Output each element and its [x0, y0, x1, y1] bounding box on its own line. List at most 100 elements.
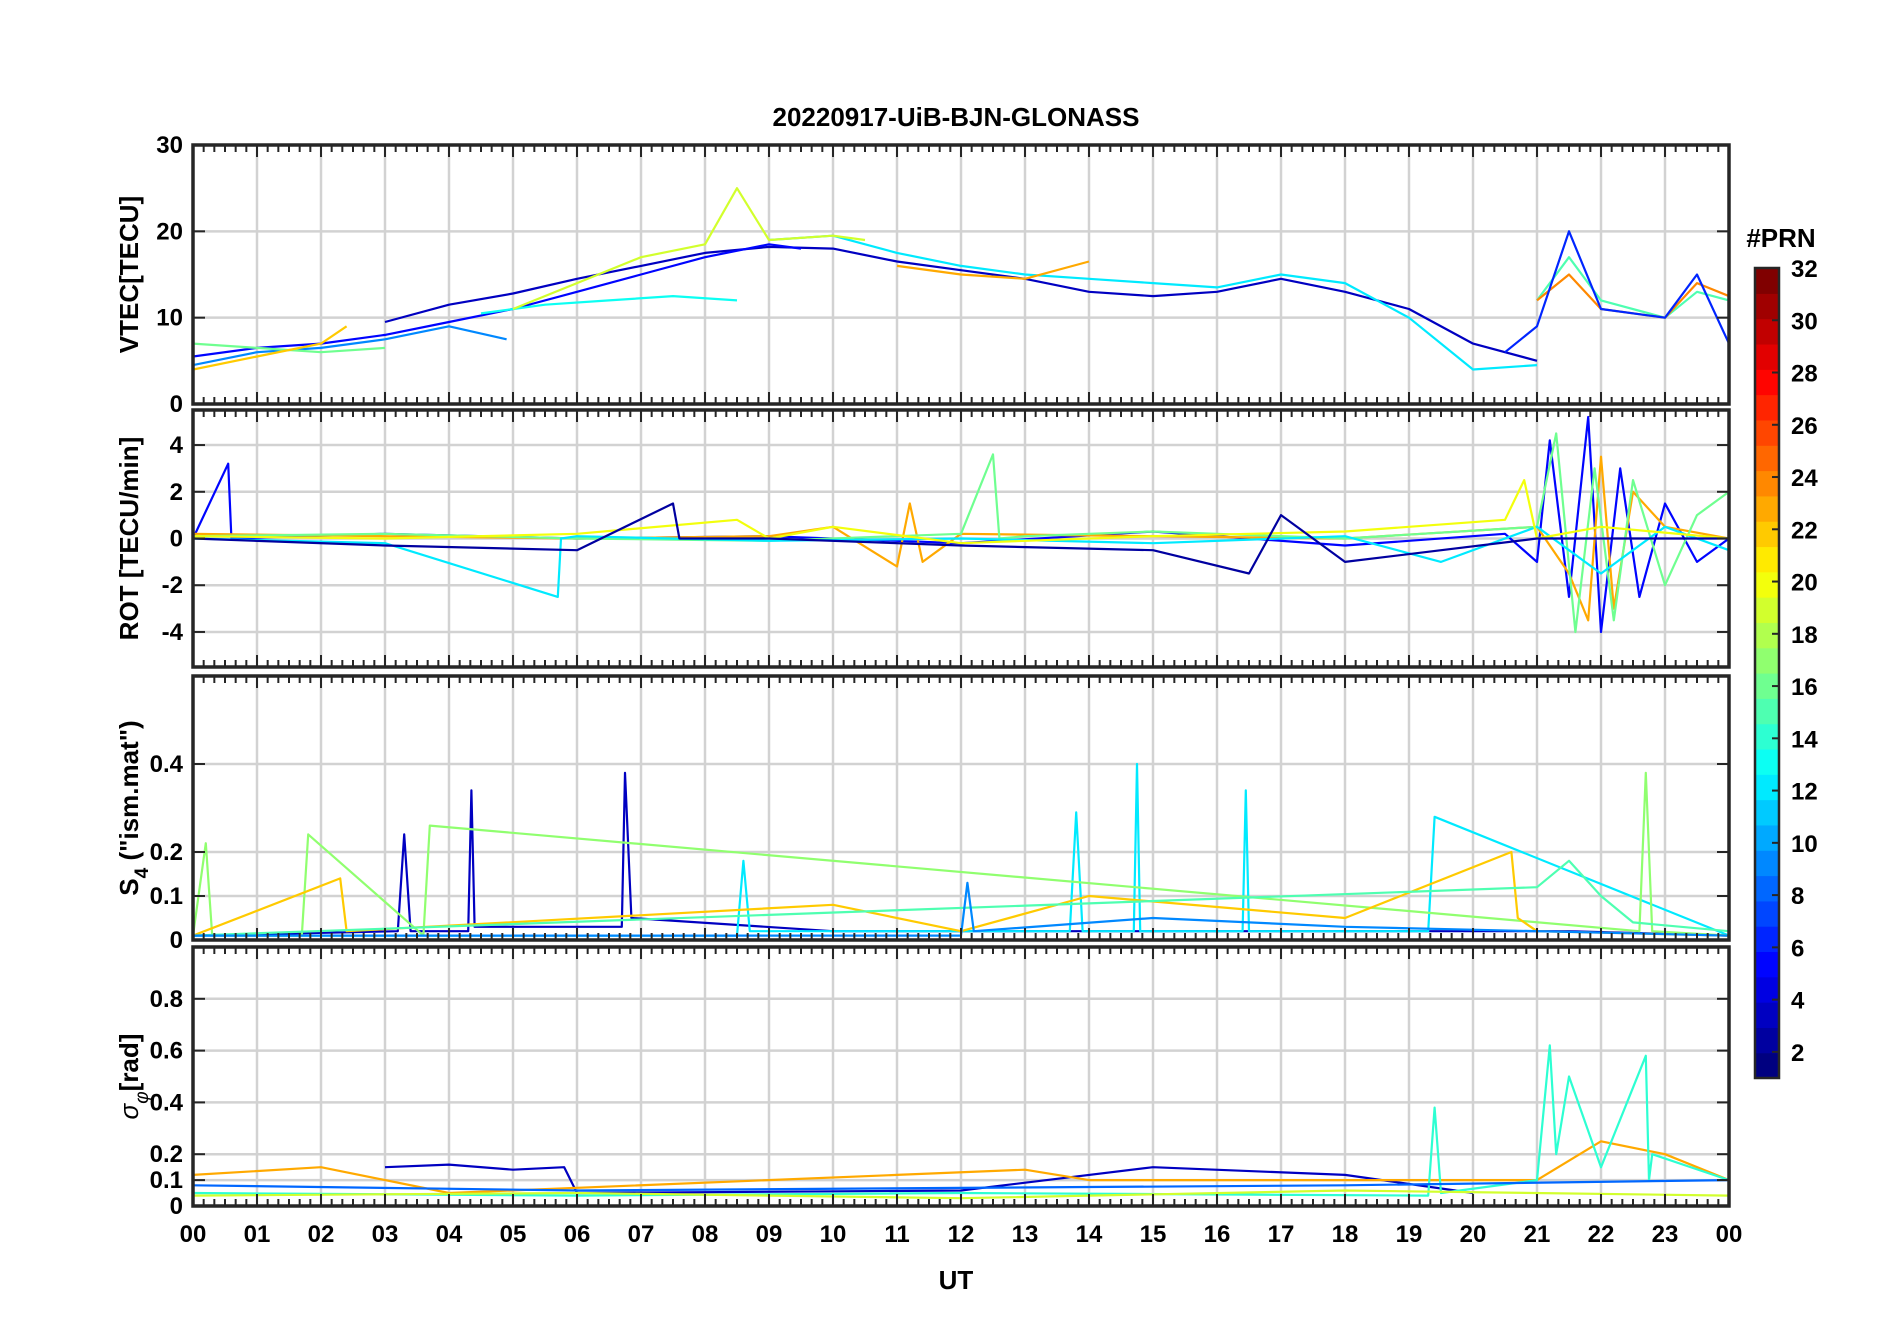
y-tick-label: 0	[170, 526, 183, 553]
y-tick-label: 4	[170, 432, 184, 459]
x-tick-label: 16	[1204, 1221, 1231, 1248]
colorbar-swatch	[1755, 571, 1779, 598]
colorbar-swatch	[1755, 318, 1779, 345]
y-axis-label-sigma: σφ[rad]	[114, 1034, 153, 1120]
y-axis-label-s4: S4 ("ism.mat")	[114, 720, 153, 895]
x-tick-label: 18	[1332, 1221, 1359, 1248]
colorbar-tick-label: 26	[1791, 413, 1818, 440]
y-tick-label: 0.4	[150, 1089, 184, 1116]
x-tick-label: 00	[180, 1221, 207, 1248]
series-line-prn-12	[193, 762, 1729, 937]
x-tick-label: 22	[1588, 1221, 1615, 1248]
colorbar-swatch	[1755, 622, 1779, 649]
series-group	[193, 762, 1729, 937]
series-line-prn-12	[193, 525, 1729, 599]
x-tick-label: 11	[884, 1221, 909, 1248]
series-line-prn-22	[193, 850, 1729, 937]
y-tick-label: 0	[170, 927, 183, 954]
colorbar-tick-label: 18	[1791, 622, 1818, 649]
y-tick-label: -2	[162, 572, 183, 599]
y-tick-label: 20	[156, 218, 183, 245]
colorbar-swatch	[1755, 343, 1779, 370]
y-tick-label: 2	[170, 479, 183, 506]
colorbar-swatch	[1755, 951, 1779, 978]
x-tick-label: 06	[564, 1221, 591, 1248]
panel-vtec: 0 10 20 30 VTEC[TECU]	[114, 132, 1731, 418]
colorbar-swatch	[1755, 445, 1779, 472]
x-tick-label: 05	[500, 1221, 527, 1248]
x-tick-label: 09	[756, 1221, 783, 1248]
chart-title: 20220917-UiB-BJN-GLONASS	[772, 102, 1139, 132]
colorbar-tick-label: 30	[1791, 308, 1818, 335]
colorbar-swatch	[1755, 1002, 1779, 1028]
y-tick-label: 0.2	[150, 1141, 183, 1168]
series-line-prn-23	[896, 260, 1090, 280]
colorbar-tick-label: 22	[1791, 517, 1818, 544]
x-tick-label: 21	[1524, 1221, 1551, 1248]
y-tick-label: -4	[162, 619, 184, 646]
colorbar-tick-label: 8	[1791, 883, 1804, 910]
series-line-prn-19	[512, 187, 866, 311]
y-tick-label: 0.2	[150, 839, 183, 866]
x-tick-marks	[192, 410, 1730, 667]
x-tick-label: 02	[308, 1221, 335, 1248]
x-tick-label: 13	[1012, 1221, 1039, 1248]
x-tick-label: 03	[372, 1221, 399, 1248]
series-group	[193, 187, 1729, 371]
colorbar-swatch	[1755, 748, 1779, 775]
colorbar-swatch	[1755, 824, 1779, 851]
colorbar-swatch	[1755, 369, 1779, 396]
colorbar-swatch	[1755, 293, 1779, 320]
colorbar-tick-label: 2	[1791, 1040, 1804, 1067]
series-line-prn-2	[193, 502, 1729, 575]
colorbar-tick-label: 20	[1791, 570, 1818, 597]
colorbar-swatch	[1755, 419, 1779, 446]
colorbar-tick-label: 14	[1791, 726, 1818, 753]
colorbar-swatch	[1755, 850, 1779, 877]
colorbar-tick-label: 28	[1791, 361, 1818, 388]
colorbar-swatch	[1755, 799, 1779, 826]
colorbar-swatch	[1755, 774, 1779, 801]
colorbar-swatch	[1755, 875, 1779, 902]
colorbar-tick-label: 24	[1791, 465, 1818, 492]
colorbar-swatch	[1755, 976, 1779, 1003]
series-line-prn-15	[193, 859, 1729, 937]
panel-rot: -4 -2 0 2 4 ROT [TECU/min]	[114, 408, 1731, 669]
x-tick-label: 17	[1268, 1221, 1295, 1248]
x-tick-label: 00	[1716, 1221, 1743, 1248]
y-tick-label: 10	[156, 305, 183, 332]
colorbar-tick-label: 12	[1791, 779, 1818, 806]
x-tick-label: 23	[1652, 1221, 1679, 1248]
series-line-prn-14	[193, 1044, 1729, 1197]
colorbar-tick-label: 32	[1791, 256, 1818, 283]
series-line-prn-8	[193, 1179, 1729, 1192]
series-line-prn-22	[193, 325, 348, 371]
colorbar-swatch	[1755, 546, 1779, 573]
series-line-prn-13	[480, 295, 738, 315]
x-tick-label: 07	[628, 1221, 655, 1248]
colorbar-swatch	[1755, 698, 1779, 725]
series-line-prn-6	[1504, 230, 1729, 354]
series-line-prn-20	[193, 479, 1729, 545]
y-tick-label: 0	[170, 391, 183, 418]
y-tick-label: 30	[156, 132, 183, 159]
y-tick-label: 0.6	[150, 1038, 183, 1065]
series-line-prn-12	[768, 234, 1538, 371]
x-tick-label: 01	[244, 1221, 271, 1248]
y-tick-label: 0.8	[150, 986, 183, 1013]
series-line-prn-23	[193, 1140, 1729, 1195]
colorbar-swatch	[1755, 1052, 1779, 1079]
x-tick-label: 08	[692, 1221, 719, 1248]
colorbar-tick-label: 6	[1791, 935, 1804, 962]
gridlines	[191, 947, 1731, 1208]
colorbar-swatch	[1755, 495, 1779, 522]
panel-s4: 0 0.1 0.2 0.4S4 ("ism.mat")	[114, 674, 1731, 954]
x-tick-label: 19	[1396, 1221, 1423, 1248]
colorbar-swatch	[1755, 647, 1779, 674]
x-tick-label: 12	[948, 1221, 975, 1248]
panel-sigma: 00.10.2 0.4 0.6 0.8 σφ[rad] 00 01 02 03 04 05 06 07 0…	[114, 945, 1743, 1248]
x-tick-label: 04	[436, 1221, 463, 1248]
